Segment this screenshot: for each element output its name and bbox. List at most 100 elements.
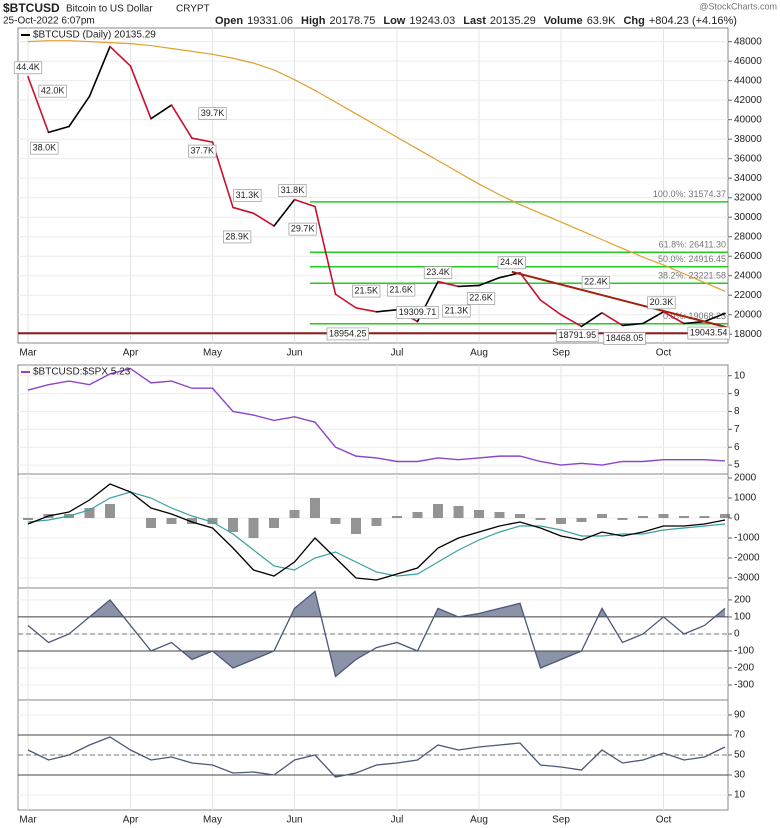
annotation-box [647, 296, 676, 310]
annotation-label: 22.4K [584, 277, 608, 287]
histogram-bar [289, 510, 300, 518]
x-tick-label: Jul [391, 348, 404, 359]
annotation: 18468.05 [603, 332, 646, 346]
y-tick-label: 9 [734, 388, 740, 399]
annotation-box [188, 144, 217, 158]
price-segment [703, 312, 726, 323]
price-segment [88, 45, 111, 98]
quote-label: Low [383, 15, 405, 27]
x-tick-label: Aug [470, 815, 488, 826]
y-tick-label: 40000 [734, 114, 762, 125]
x-tick-label: May [203, 815, 222, 826]
histogram-bar [515, 514, 525, 518]
price-segment [334, 293, 357, 309]
price-segment [170, 104, 193, 140]
price-segment [642, 310, 665, 325]
x-tick-label: Aug [470, 348, 488, 359]
y-tick-label: 50 [734, 750, 746, 761]
annotation-box [423, 266, 453, 279]
annotation: 19309.71 [396, 306, 439, 319]
histogram-bar [248, 518, 259, 538]
annotation-box [326, 327, 369, 341]
trendline [511, 270, 728, 329]
price-segment [437, 280, 460, 288]
moving-average [27, 40, 726, 292]
annotation-box [497, 256, 526, 270]
histogram-bar [433, 504, 443, 518]
x-tick-label: Mar [19, 815, 37, 826]
histogram-bar [453, 506, 464, 518]
y-tick-label: -1000 [734, 533, 760, 544]
annotation-box [687, 326, 730, 340]
histogram-bar [474, 510, 484, 518]
y-tick-label: 10 [734, 370, 746, 381]
y-tick-label: 30000 [734, 212, 762, 223]
y-tick-label: -2000 [734, 553, 760, 564]
annotation: 42.0K [38, 84, 67, 98]
annotation-label: 19043.54 [690, 327, 728, 337]
price-segment [375, 309, 398, 313]
annotation-box [581, 275, 610, 289]
y-tick-label: 42000 [734, 95, 762, 106]
annotation-label: 18791.95 [559, 330, 597, 340]
y-tick-label: 100 [734, 612, 751, 623]
annotation: 37.7K [188, 144, 217, 158]
histogram-bar [658, 514, 669, 518]
annotation: 44.4K [13, 61, 43, 75]
y-tick-label: 22000 [734, 290, 762, 301]
fib-label: 38.2%: 23221.58 [658, 271, 726, 281]
y-tick-label: 38000 [734, 134, 762, 145]
signal-line [27, 491, 726, 577]
panel-frame [17, 364, 729, 475]
exchange: CRYPT [176, 4, 210, 15]
y-tick-label: 6 [734, 442, 740, 453]
x-tick-label: Jun [286, 815, 302, 826]
annotation-label: 44.4K [16, 62, 40, 72]
y-tick-label: 18000 [734, 329, 762, 340]
oscillator-line [27, 736, 726, 778]
y-tick-label: 70 [734, 730, 746, 741]
annotation: 39.7K [198, 107, 227, 120]
annotation: 23.4K [423, 266, 453, 279]
price-segment [580, 311, 603, 328]
histogram-bar [617, 518, 628, 520]
y-tick-label: -300 [734, 680, 754, 691]
annotation: 21.3K [442, 304, 471, 318]
x-tick-label: Jun [286, 348, 302, 359]
price-segment [150, 104, 173, 120]
annotation-box [30, 141, 59, 155]
x-tick-label: Sep [552, 348, 570, 359]
ratio-line [27, 367, 726, 466]
quote-value: +804.23 (+4.16%) [649, 15, 737, 27]
annotation-label: 19309.71 [399, 307, 437, 317]
price-segment [293, 198, 316, 208]
histogram-bar [269, 518, 279, 528]
annotation-label: 21.5K [354, 285, 378, 295]
annotation-box [386, 283, 416, 297]
y-tick-label: -200 [734, 663, 754, 674]
histogram-bar [166, 518, 177, 524]
fib-label: 61.8%: 26411.30 [659, 240, 726, 250]
x-tick-label: Oct [656, 348, 672, 359]
fib-label: 50.0%: 24916.45 [658, 254, 726, 264]
quote-label: Volume [544, 15, 583, 27]
histogram-bar [146, 518, 156, 528]
annotation-box [603, 332, 646, 346]
price-segment [232, 206, 255, 215]
annotation-box [352, 284, 381, 298]
annotation-box [396, 306, 439, 319]
annotation-box [38, 84, 67, 98]
annotation: 22.4K [581, 275, 610, 289]
legend-label: $BTCUSD:$SPX 5.23 [33, 367, 131, 378]
price-segment [539, 299, 562, 316]
histogram-bar [392, 516, 402, 518]
price-segment [27, 75, 50, 134]
legend-label: $BTCUSD (Daily) 20135.29 [33, 30, 156, 41]
price-segment [47, 125, 70, 134]
histogram-bar [576, 518, 587, 522]
price-segment [662, 310, 685, 325]
histogram-bar [699, 516, 710, 518]
y-tick-label: 48000 [734, 36, 762, 47]
histogram-bar [330, 518, 341, 524]
y-tick-label: 0 [734, 513, 740, 524]
